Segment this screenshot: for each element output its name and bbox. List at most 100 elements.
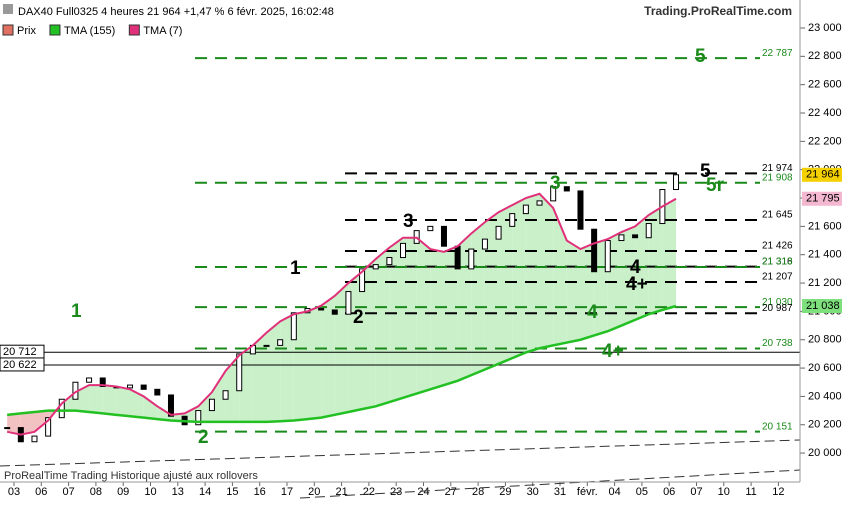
level-label: 20 151: [762, 421, 793, 432]
cloud-segment: [266, 321, 281, 422]
x-tick-label: 15: [226, 486, 238, 498]
cloud-segment: [525, 193, 540, 353]
y-tick-label: 20 000: [808, 447, 842, 459]
x-tick-label: 07: [62, 486, 74, 498]
x-tick-label: 29: [499, 486, 511, 498]
cloud-segment: [566, 240, 581, 343]
level-label: 21 974: [762, 163, 793, 174]
candle: [318, 308, 325, 311]
price-tag: [802, 299, 842, 314]
candle: [604, 240, 611, 273]
legend-label: TMA (7): [143, 25, 182, 37]
candle: [277, 339, 284, 346]
x-tick-label: 06: [35, 486, 47, 498]
y-tick-label: 20 600: [808, 362, 842, 374]
wave-label: 1: [71, 301, 82, 322]
level-label: 22 787: [762, 48, 793, 59]
candle: [632, 234, 639, 239]
y-tick-label: 21 400: [808, 249, 842, 261]
wave-label: 2: [198, 427, 209, 448]
candle: [290, 312, 297, 341]
support-label: 20 622: [3, 359, 37, 371]
x-tick-label: 17: [281, 486, 293, 498]
candle: [58, 398, 65, 419]
x-tick-label: 09: [117, 486, 129, 498]
candle: [454, 245, 461, 270]
candle: [618, 234, 625, 242]
x-tick-label: 28: [472, 486, 484, 498]
y-tick-label: 22 400: [808, 107, 842, 119]
cloud-segment: [130, 389, 144, 418]
y-tick-label: 22 800: [808, 50, 842, 62]
wave-label: 5r: [706, 175, 725, 196]
cloud-segment: [362, 258, 376, 410]
wave-label: 4+: [626, 274, 648, 295]
legend-label: Prix: [17, 25, 36, 37]
candle: [236, 353, 243, 392]
candle: [263, 344, 270, 347]
cloud-segment: [7, 413, 21, 435]
x-tick-label: 06: [663, 486, 675, 498]
y-tick-label: 21 600: [808, 220, 842, 232]
trend-line: [299, 469, 801, 499]
candle: [591, 228, 598, 273]
x-tick-label: 23: [390, 486, 402, 498]
wave-label: 3: [403, 211, 414, 232]
cloud-segment: [539, 193, 554, 349]
candle: [577, 190, 584, 230]
candle: [208, 398, 215, 412]
cloud-segment: [512, 198, 526, 359]
cloud-segment: [321, 295, 335, 418]
x-tick-label: 20: [308, 486, 320, 498]
candle: [427, 225, 434, 232]
annotations: 5 3 5r 5 3 1 4 4+ 2 1 4 4+ 2: [71, 46, 725, 448]
cloud-segment: [34, 410, 49, 432]
cloud-segment: [648, 206, 663, 315]
candle: [468, 248, 475, 270]
candle: [522, 204, 529, 215]
cloud-segment: [594, 239, 608, 336]
cloud-segment: [157, 406, 171, 421]
legend-swatch: [49, 24, 61, 36]
cloud-segment: [211, 370, 226, 422]
wave-label: 3: [550, 173, 561, 194]
cloud-segment: [20, 411, 35, 435]
x-tick-label: 27: [445, 486, 457, 498]
x-tick-label: févr.: [577, 486, 598, 498]
level-label: 21 316: [762, 256, 793, 267]
x-tick-label: 13: [172, 486, 184, 498]
support-label: 20 712: [3, 346, 37, 358]
cloud-segment: [443, 246, 458, 386]
footer: ProRealTime Trading Historique ajusté au…: [4, 470, 258, 482]
candle: [4, 427, 11, 430]
x-tick-label: 10: [718, 486, 730, 498]
candle: [372, 264, 379, 270]
wave-label: 4: [587, 302, 598, 323]
support-tag: [0, 357, 45, 372]
candle: [509, 213, 516, 227]
price-tag-label: 21 038: [806, 300, 840, 312]
legend-swatch: [128, 24, 140, 36]
cloud-segment: [553, 207, 567, 346]
source: Trading.ProRealTime.com: [644, 4, 792, 18]
level-label: 20 987: [762, 303, 793, 314]
x-tick-label: 21: [335, 486, 347, 498]
y-tick-label: 21 200: [808, 277, 842, 289]
x-tick-label: 22: [363, 486, 375, 498]
tma-line: [6, 192, 677, 436]
chart-title: DAX40 Full0325 4 heures 21 964 +1,47 % 6…: [18, 6, 334, 18]
candle: [536, 200, 543, 206]
wave-label: 4: [630, 257, 641, 278]
x-tick-label: 05: [636, 486, 648, 498]
level-label: 21 207: [762, 272, 793, 283]
price-tag-label: 21 964: [806, 169, 840, 181]
price-tag: [802, 167, 842, 182]
cloud-segment: [498, 205, 513, 364]
candle: [195, 410, 202, 426]
cloud-segment: [198, 392, 212, 422]
x-tick-label: 30: [527, 486, 539, 498]
y-tick-label: 22 200: [808, 135, 842, 147]
cloud-segment: [89, 385, 103, 414]
wave-label: 5: [695, 46, 706, 67]
